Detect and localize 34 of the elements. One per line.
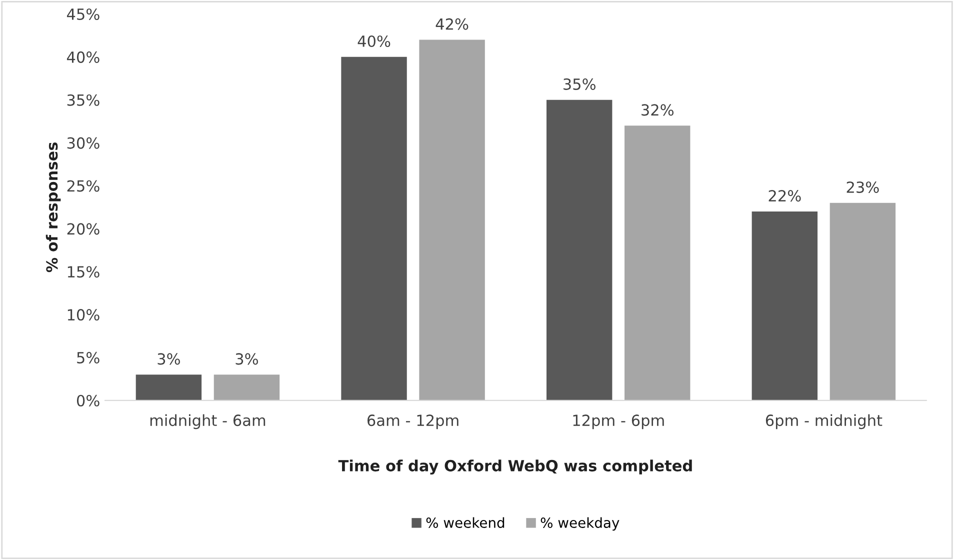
bar — [752, 211, 818, 400]
x-tick-label: midnight - 6am — [150, 414, 266, 430]
data-label: 23% — [846, 181, 879, 193]
y-tick-label: 25% — [67, 180, 100, 192]
y-tick-label: 15% — [68, 266, 100, 278]
y-tick-label: 0% — [76, 394, 100, 406]
y-tick-label: 5% — [77, 352, 100, 364]
data-label: 32% — [642, 104, 674, 116]
bar — [341, 56, 407, 400]
data-label: 3% — [158, 353, 180, 365]
y-tick-label: 40% — [66, 51, 100, 63]
y-tick-label: 30% — [67, 137, 100, 149]
x-tick-label: 6pm - midnight — [766, 414, 882, 430]
bar — [419, 40, 485, 400]
legend-label: % weekend — [426, 517, 504, 528]
data-label: 40% — [358, 35, 390, 48]
y-tick-label: 45% — [66, 8, 100, 20]
bar — [136, 374, 202, 400]
y-tick-label: 10% — [68, 309, 100, 321]
bar — [830, 202, 896, 400]
bar — [214, 374, 280, 400]
data-label: 35% — [564, 78, 596, 90]
legend-label: % weekday — [540, 517, 620, 531]
y-axis-title: % of responses — [46, 142, 61, 272]
data-label: 42% — [436, 18, 468, 30]
data-label: 3% — [236, 353, 258, 365]
y-tick-label: 20% — [67, 223, 100, 235]
y-tick-label: 35% — [67, 94, 100, 106]
bar — [546, 100, 612, 400]
data-label: 22% — [768, 190, 801, 202]
x-tick-label: 12pm - 6pm — [573, 414, 664, 430]
x-tick-label: 6am - 12pm — [368, 414, 458, 430]
bar — [624, 126, 690, 400]
x-axis-title: Time of day Oxford WebQ was completed — [338, 460, 692, 475]
